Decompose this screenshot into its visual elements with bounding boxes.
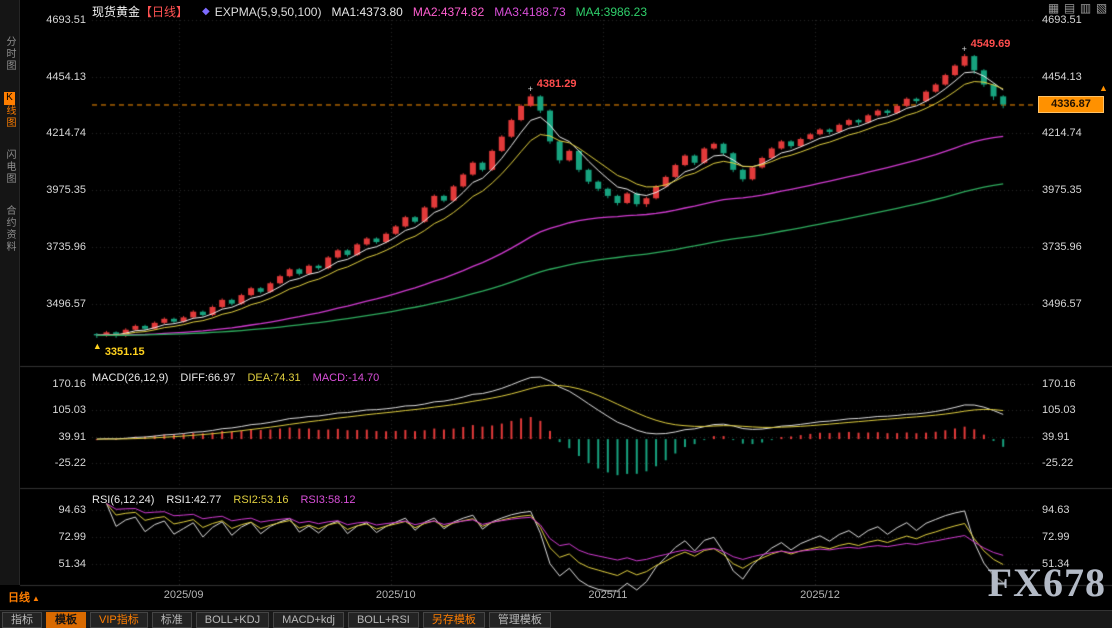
sidebar-item-flash-chart[interactable]: 闪电图 bbox=[4, 149, 15, 185]
layout-rows-icon[interactable]: ▤ bbox=[1063, 1, 1076, 15]
rsi2-value: RSI2:53.16 bbox=[233, 494, 289, 506]
ma2-value: MA2:4374.82 bbox=[412, 4, 485, 19]
chart-header: 现货黄金 【日线】 ◆ EXPMA(5,9,50,100) MA1:4373.8… bbox=[92, 3, 657, 20]
tab-boll-rsi[interactable]: BOLL+RSI bbox=[347, 611, 419, 628]
period-selector[interactable]: 日线 ▲ bbox=[8, 589, 40, 605]
indicator-flag-icon: ◆ bbox=[202, 6, 210, 17]
tab-indicator[interactable]: 指标 bbox=[2, 611, 42, 628]
tab-template[interactable]: 模板 bbox=[46, 611, 86, 628]
tab-manage-template[interactable]: 管理模板 bbox=[488, 611, 551, 628]
macd-value: MACD:-14.70 bbox=[312, 372, 380, 384]
symbol-name: 现货黄金 bbox=[92, 5, 141, 19]
bottom-toolbar: 指标 模板 VIP指标 标准 BOLL+KDJ MACD+kdj BOLL+RSI 另存模板管… bbox=[0, 610, 1112, 628]
ma3-value: MA3:4188.73 bbox=[494, 4, 566, 19]
tab-vip-indicator[interactable]: VIP指标 bbox=[90, 611, 148, 628]
price-alert-arrow-icon: ▲ bbox=[1099, 83, 1108, 94]
macd-indicator-name: MACD(26,12,9) bbox=[92, 372, 169, 384]
layout-grid-icon[interactable]: ▦ bbox=[1047, 1, 1060, 15]
layout-next-page-icon[interactable]: ▧ bbox=[1095, 1, 1108, 15]
ma4-value: MA4:3986.23 bbox=[575, 4, 648, 19]
rsi-indicator-name: RSI(6,12,24) bbox=[92, 494, 155, 506]
layout-columns-icon[interactable]: ▥ bbox=[1079, 1, 1092, 15]
last-price-tag: 4336.87 bbox=[1038, 95, 1104, 113]
sidebar: 分时图 K线图闪电图合约资料 bbox=[0, 0, 20, 585]
rsi-header: RSI(6,12,24) RSI1:42.77 RSI2:53.16 RSI3:… bbox=[92, 494, 356, 506]
tab-save-template[interactable]: 另存模板 bbox=[422, 611, 485, 628]
period-tag[interactable]: 【日线】 bbox=[140, 5, 189, 19]
layout-icons-group: ▦ ▤ ▥ ▧ bbox=[1047, 2, 1108, 15]
rsi1-value: RSI1:42.77 bbox=[166, 494, 222, 506]
ma1-value: MA1:4373.80 bbox=[331, 4, 403, 19]
sidebar-item-time-chart[interactable]: 分时图 bbox=[4, 36, 15, 72]
rsi3-value: RSI3:58.12 bbox=[300, 494, 356, 506]
watermark: FX678 bbox=[987, 560, 1106, 605]
tab-boll-kdj[interactable]: BOLL+KDJ bbox=[195, 611, 270, 628]
triangle-up-icon: ▲ bbox=[32, 594, 40, 603]
period-selector-label: 日线 bbox=[8, 592, 30, 604]
tab-standard[interactable]: 标准 bbox=[151, 611, 192, 628]
macd-header: MACD(26,12,9) DIFF:66.97 DEA:74.31 MACD:… bbox=[92, 372, 379, 384]
macd-diff-value: DIFF:66.97 bbox=[180, 372, 236, 384]
sidebar-active-marker: K bbox=[4, 92, 15, 105]
tab-macd-kdj[interactable]: MACD+kdj bbox=[273, 611, 344, 628]
indicator-name: EXPMA(5,9,50,100) bbox=[214, 4, 322, 19]
sidebar-item-kline[interactable]: K线图 bbox=[4, 92, 15, 129]
macd-dea-value: DEA:74.31 bbox=[247, 372, 301, 384]
sidebar-item-contract-info[interactable]: 合约资料 bbox=[4, 205, 15, 253]
